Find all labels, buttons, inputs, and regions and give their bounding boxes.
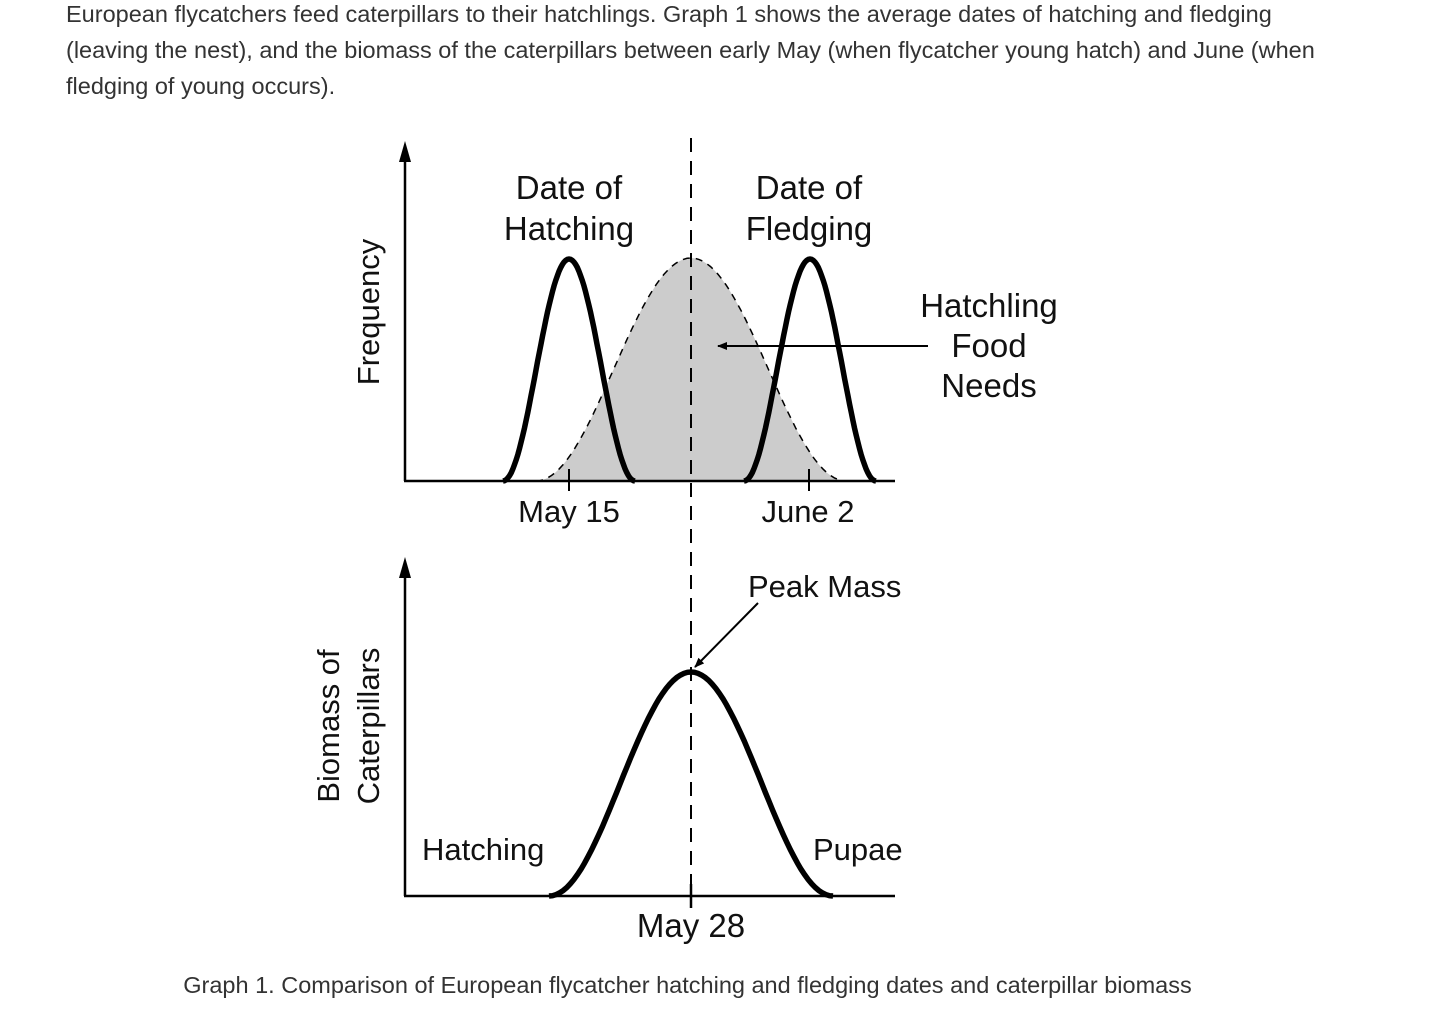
biomass-curve: [548, 669, 834, 899]
tick-label-june-2: June 2: [761, 494, 854, 529]
top-y-axis-label: Frequency: [351, 238, 386, 385]
figure-caption: Graph 1. Comparison of European flycatch…: [183, 972, 1192, 998]
intro-paragraph: European flycatchers feed caterpillars t…: [66, 1, 1315, 99]
fledging-label-line2: Fledging: [746, 210, 873, 247]
hatching-label-line1: Date of: [516, 169, 623, 206]
food-label-line1: Hatchling: [920, 287, 1058, 324]
bottom-y-axis-label-line2: Caterpillars: [351, 648, 386, 805]
bottom-y-axis-label-line1: Biomass of: [311, 649, 346, 803]
hatching-label-line2: Hatching: [504, 210, 634, 247]
bottom-y-axis-arrow-icon: [399, 557, 411, 578]
fledging-curve: [743, 256, 877, 484]
tick-label-may-15: May 15: [518, 494, 620, 529]
peak-mass-label: Peak Mass: [748, 569, 901, 604]
food-label-line3: Needs: [941, 367, 1036, 404]
peak-mass-arrow-icon: [694, 602, 759, 668]
food-label-line2: Food: [951, 327, 1026, 364]
top-y-axis-arrow-icon: [399, 141, 411, 162]
tick-label-may-28: May 28: [637, 907, 745, 944]
fledging-label-line1: Date of: [756, 169, 863, 206]
hatching-bottom-label: Hatching: [422, 832, 544, 867]
pupae-label: Pupae: [813, 832, 903, 867]
hatching-curve: [502, 256, 636, 484]
